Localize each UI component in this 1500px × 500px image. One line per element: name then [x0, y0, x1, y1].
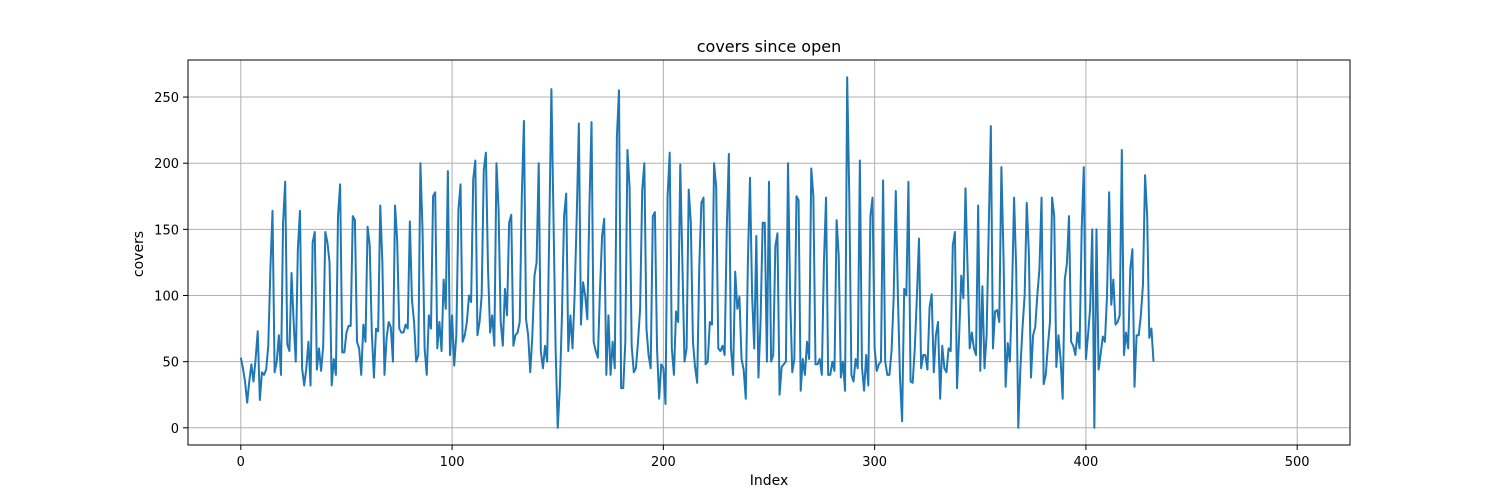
series-layer — [239, 76, 1155, 429]
x-axis-label: Index — [750, 473, 789, 489]
axes: 0 100 200 300 400 500 0 50 100 150 200 250 — [154, 59, 1351, 470]
x-tick-label: 0 — [237, 455, 245, 470]
y-tick-label: 150 — [154, 223, 179, 238]
y-tick-label: 250 — [154, 91, 179, 106]
grid — [188, 60, 1350, 445]
chart-title: covers since open — [697, 37, 841, 56]
x-tick-label: 400 — [1073, 455, 1098, 470]
series-line — [239, 76, 1155, 429]
x-tick-label: 200 — [651, 455, 676, 470]
y-tick-label: 100 — [154, 289, 179, 304]
y-tick-label: 0 — [171, 422, 179, 437]
plot-frame — [187, 59, 1351, 446]
x-tick-label: 500 — [1285, 455, 1310, 470]
y-axis-label: covers — [131, 231, 147, 277]
y-tick-label: 200 — [154, 157, 179, 172]
y-tick-label: 50 — [162, 356, 179, 371]
x-tick-label: 100 — [440, 455, 465, 470]
x-tick-label: 300 — [862, 455, 887, 470]
